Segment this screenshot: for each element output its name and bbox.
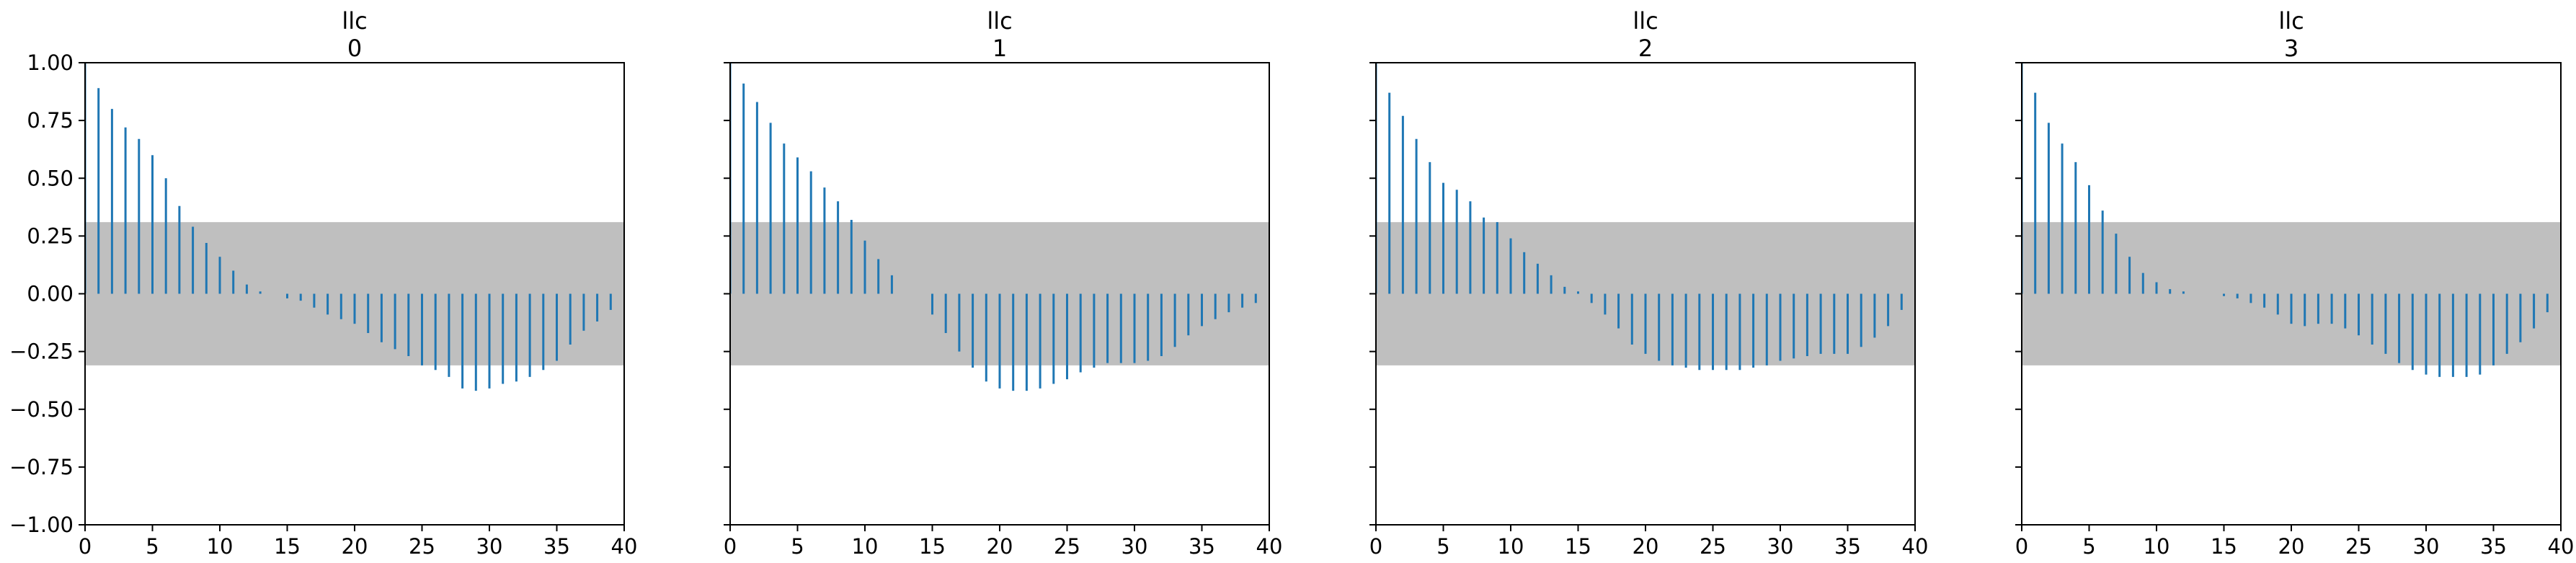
y-tick-label: 0.75 [27,108,74,133]
x-tick-label: 10 [1498,534,1524,559]
x-tick-label: 25 [2345,534,2372,559]
plot-area [1376,63,1915,371]
x-tick-label: 30 [476,534,503,559]
y-tick-label: 0.00 [27,282,74,306]
y-tick-label: −0.75 [9,455,74,479]
x-tick-label: 40 [1256,534,1283,559]
x-tick-label: 40 [1902,534,1929,559]
x-tick-label: 25 [1054,534,1080,559]
y-tick-label: 0.25 [27,223,74,248]
x-tick-label: 5 [1436,534,1449,559]
x-tick-label: 0 [1369,534,1382,559]
x-tick-label: 10 [207,534,234,559]
panel-title-line-2: 3 [2284,35,2299,62]
x-tick-label: 35 [1189,534,1215,559]
x-tick-label: 20 [342,534,368,559]
x-tick-label: 35 [2480,534,2507,559]
panel-title-line-1: llc [2278,7,2304,35]
x-tick-label: 10 [852,534,879,559]
x-tick-label: 30 [1767,534,1794,559]
x-tick-label: 25 [1700,534,1726,559]
x-tick-label: 20 [1633,534,1659,559]
x-tick-label: 0 [79,534,92,559]
x-tick-label: 15 [274,534,301,559]
x-tick-label: 30 [1122,534,1148,559]
panel-title-line-1: llc [342,7,367,35]
x-tick-label: 30 [2413,534,2440,559]
y-tick-label: 0.50 [27,166,74,190]
y-tick-label: −0.50 [9,397,74,422]
panel-title-line-2: 0 [347,35,362,62]
acf-panel-0: 0 5 10 15 20 25 30 35 40 1.00 0.75 0.50 0.25 0.00 −0.2… [9,7,637,559]
panel-title-line-2: 1 [992,35,1007,62]
y-tick-label: −1.00 [9,513,74,537]
x-tick-label: 5 [791,534,804,559]
x-tick-label: 40 [2548,534,2575,559]
x-tick-label: 5 [2082,534,2095,559]
y-tick-label: −0.25 [9,340,74,364]
x-tick-label: 35 [543,534,570,559]
plot-area [85,63,624,391]
x-tick-label: 15 [1565,534,1591,559]
x-tick-label: 35 [1834,534,1861,559]
panel-title-line-1: llc [1633,7,1658,35]
panel-title-line-1: llc [987,7,1012,35]
x-tick-label: 0 [724,534,737,559]
plot-area [730,63,1269,391]
x-tick-label: 0 [2015,534,2028,559]
x-tick-label: 40 [611,534,638,559]
x-tick-label: 25 [409,534,435,559]
plot-area [2022,63,2561,377]
x-tick-label: 10 [2144,534,2170,559]
panel-title-line-2: 2 [1638,35,1653,62]
x-tick-label: 15 [919,534,946,559]
x-tick-label: 5 [146,534,159,559]
x-tick-label: 15 [2211,534,2237,559]
y-tick-label: 1.00 [27,50,74,75]
x-tick-label: 20 [987,534,1013,559]
x-tick-label: 20 [2278,534,2305,559]
